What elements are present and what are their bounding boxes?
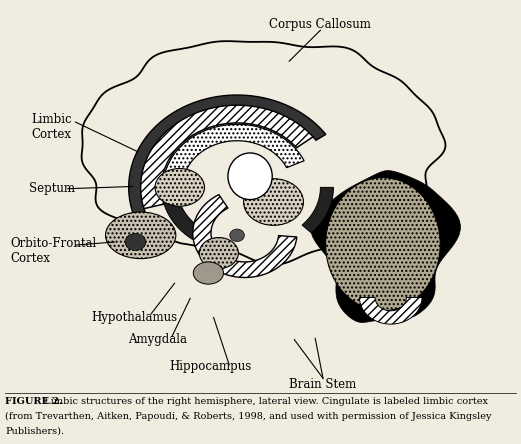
- Ellipse shape: [243, 178, 303, 226]
- Ellipse shape: [155, 169, 204, 206]
- Ellipse shape: [230, 229, 244, 242]
- Ellipse shape: [105, 212, 176, 258]
- Ellipse shape: [326, 178, 440, 311]
- Text: Limbic structures of the right hemisphere, lateral view. Cingulate is labeled li: Limbic structures of the right hemispher…: [44, 397, 488, 406]
- Polygon shape: [193, 194, 297, 278]
- Ellipse shape: [228, 153, 272, 200]
- Ellipse shape: [199, 238, 238, 269]
- Polygon shape: [359, 297, 422, 324]
- Text: Amygdala: Amygdala: [128, 333, 187, 346]
- Text: Publishers).: Publishers).: [5, 426, 64, 435]
- Polygon shape: [311, 170, 461, 322]
- Text: Brain Stem: Brain Stem: [289, 377, 357, 391]
- Text: (from Trevarthen, Aitken, Papoudi, & Roberts, 1998, and used with permission of : (from Trevarthen, Aitken, Papoudi, & Rob…: [5, 412, 492, 421]
- Ellipse shape: [193, 262, 224, 284]
- Text: Septum: Septum: [29, 182, 75, 195]
- Polygon shape: [135, 101, 317, 210]
- Ellipse shape: [125, 234, 146, 250]
- Text: Corpus Callosum: Corpus Callosum: [269, 18, 371, 31]
- Text: Orbito-Frontal
Cortex: Orbito-Frontal Cortex: [10, 237, 97, 265]
- Text: Limbic
Cortex: Limbic Cortex: [31, 112, 72, 141]
- Text: Hippocampus: Hippocampus: [169, 360, 252, 373]
- Text: FIGURE 2.: FIGURE 2.: [5, 397, 63, 406]
- Polygon shape: [302, 187, 333, 233]
- Polygon shape: [163, 196, 207, 243]
- Polygon shape: [129, 95, 326, 234]
- Polygon shape: [82, 41, 445, 265]
- Text: Hypothalamus: Hypothalamus: [91, 311, 177, 324]
- Polygon shape: [163, 124, 304, 193]
